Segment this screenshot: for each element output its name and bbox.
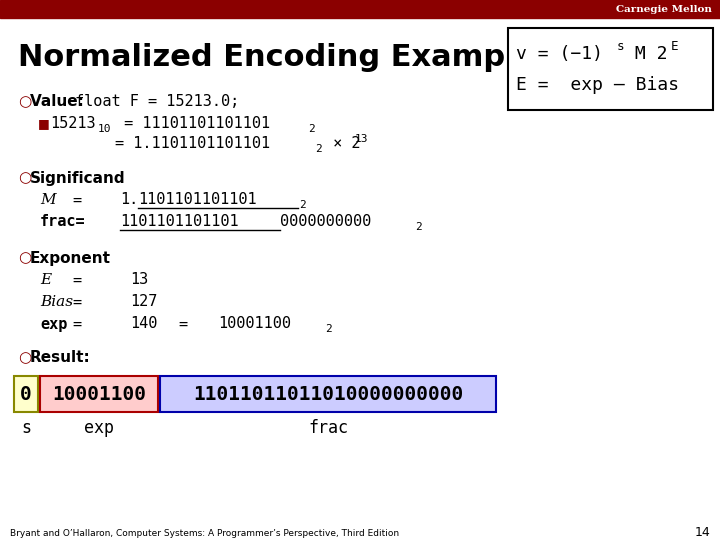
Text: × 2: × 2 [324, 137, 361, 152]
Text: E: E [40, 273, 51, 287]
Text: 10: 10 [98, 124, 112, 134]
Text: E: E [671, 40, 678, 53]
Text: ○: ○ [18, 171, 31, 186]
Text: 127: 127 [130, 294, 158, 309]
Text: s: s [21, 419, 31, 437]
Text: 1101101101101: 1101101101101 [138, 192, 256, 207]
Bar [508, 28, 713, 110]
Text: ■: ■ [38, 118, 50, 131]
Text: exp: exp [40, 316, 68, 332]
Text: 2: 2 [315, 144, 322, 154]
Text: Carnegie Mellon: Carnegie Mellon [616, 5, 712, 15]
Text: 15213: 15213 [50, 117, 96, 132]
Text: 13: 13 [355, 134, 369, 144]
Text: 2: 2 [308, 124, 315, 134]
Text: ○: ○ [18, 251, 31, 266]
Text: exp: exp [84, 419, 114, 437]
Text: 0000000000: 0000000000 [280, 214, 372, 230]
Text: s: s [617, 40, 624, 53]
Text: = 1.1101101101101: = 1.1101101101101 [115, 137, 270, 152]
Text: frac=: frac= [40, 214, 86, 230]
Text: 1.: 1. [120, 192, 138, 207]
Text: E =  exp – Bias: E = exp – Bias [516, 76, 679, 94]
Text: Bryant and O’Hallaron, Computer Systems: A Programmer’s Perspective, Third Editi: Bryant and O’Hallaron, Computer Systems:… [10, 529, 399, 537]
Text: Significand: Significand [30, 171, 125, 186]
Text: ○: ○ [18, 350, 31, 366]
Text: =: = [72, 294, 81, 309]
Text: = 11101101101101: = 11101101101101 [115, 117, 270, 132]
Text: 2: 2 [415, 222, 422, 232]
Text: frac: frac [308, 419, 348, 437]
Text: Bias: Bias [40, 295, 73, 309]
Bar [14, 376, 38, 412]
Text: 0: 0 [20, 384, 32, 403]
Bar [160, 376, 496, 412]
Text: 14: 14 [694, 526, 710, 539]
Text: 140: 140 [130, 316, 158, 332]
Text: 2: 2 [299, 200, 306, 210]
Text: M: M [40, 193, 55, 207]
Text: 11011011011010000000000: 11011011011010000000000 [193, 384, 463, 403]
Text: 1101101101101: 1101101101101 [120, 214, 238, 230]
Text: 2: 2 [325, 324, 332, 334]
Text: Value:: Value: [30, 94, 89, 110]
Text: =: = [72, 192, 81, 207]
Bar [0, 0, 720, 18]
Text: M 2: M 2 [624, 45, 667, 63]
Text: ○: ○ [18, 94, 31, 110]
Text: v = (−1): v = (−1) [516, 45, 603, 63]
Text: =: = [178, 316, 187, 332]
Text: float F = 15213.0;: float F = 15213.0; [75, 94, 239, 110]
Bar [40, 376, 158, 412]
Text: Normalized Encoding Example: Normalized Encoding Example [18, 44, 536, 72]
Text: =: = [72, 316, 81, 332]
Text: 10001100: 10001100 [218, 316, 291, 332]
Text: Result:: Result: [30, 350, 91, 366]
Text: 10001100: 10001100 [52, 384, 146, 403]
Text: Exponent: Exponent [30, 251, 111, 266]
Text: 13: 13 [130, 273, 148, 287]
Text: =: = [72, 273, 81, 287]
